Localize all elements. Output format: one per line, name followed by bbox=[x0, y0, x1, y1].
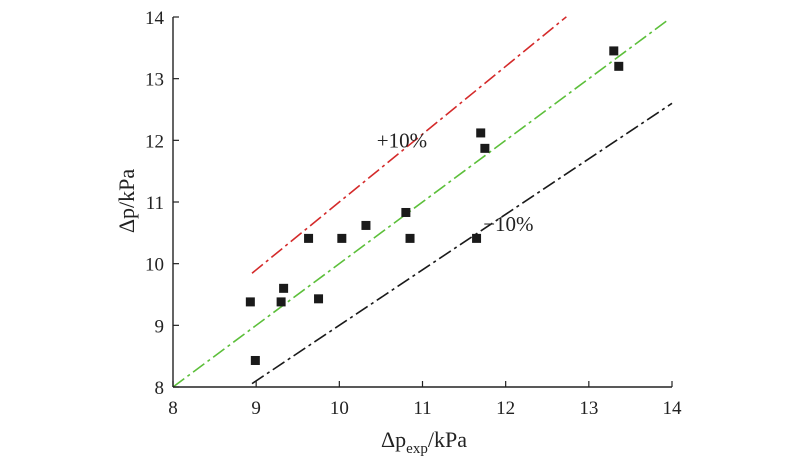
data-point bbox=[250, 355, 260, 365]
x-axis-title: Δpexp/kPa bbox=[381, 427, 467, 457]
reference-line-2 bbox=[251, 102, 673, 385]
annotation-label: −10% bbox=[483, 212, 533, 236]
annotation-label: +10% bbox=[377, 129, 427, 153]
data-point bbox=[405, 233, 415, 243]
y-axis-symbol: Δp bbox=[114, 208, 139, 233]
y-tick-label: 8 bbox=[155, 378, 165, 399]
data-point bbox=[614, 61, 624, 71]
data-point bbox=[476, 128, 486, 138]
y-tick-label: 10 bbox=[145, 255, 164, 276]
ticks: 8 9 10 11 12 13 14 8 9 10 11 12 13 14 bbox=[145, 8, 682, 419]
x-axis-unit: /kPa bbox=[428, 427, 467, 452]
x-tick-label: 14 bbox=[663, 398, 683, 419]
data-point bbox=[245, 297, 255, 307]
y-axis-unit: /kPa bbox=[114, 169, 139, 208]
data-point bbox=[314, 294, 324, 304]
reference-line-0 bbox=[251, 16, 567, 274]
x-tick-label: 11 bbox=[413, 398, 431, 419]
y-tick-label: 13 bbox=[145, 70, 164, 91]
x-tick-label: 10 bbox=[330, 398, 349, 419]
annotations: +10% −10% bbox=[377, 129, 534, 236]
data-point bbox=[609, 46, 619, 56]
data-point bbox=[361, 220, 371, 230]
y-tick-label: 14 bbox=[145, 8, 165, 29]
x-tick-label: 9 bbox=[251, 398, 261, 419]
data-point bbox=[480, 143, 490, 153]
data-points bbox=[245, 46, 624, 365]
x-axis-symbol: Δp bbox=[381, 427, 406, 452]
y-tick-label: 12 bbox=[145, 131, 164, 152]
x-tick-label: 12 bbox=[496, 398, 515, 419]
data-point bbox=[472, 233, 482, 243]
x-axis-subscript: exp bbox=[406, 441, 428, 457]
y-tick-label: 11 bbox=[146, 193, 164, 214]
data-point bbox=[279, 283, 289, 293]
x-tick-label: 13 bbox=[579, 398, 598, 419]
data-point bbox=[401, 207, 411, 217]
data-point bbox=[337, 233, 347, 243]
data-point bbox=[276, 297, 286, 307]
data-point bbox=[304, 233, 314, 243]
y-tick-label: 9 bbox=[155, 316, 165, 337]
y-axis-title: Δp/kPa bbox=[114, 169, 139, 234]
x-tick-label: 8 bbox=[168, 398, 178, 419]
reference-line-1 bbox=[172, 19, 669, 388]
reference-lines bbox=[172, 16, 673, 388]
